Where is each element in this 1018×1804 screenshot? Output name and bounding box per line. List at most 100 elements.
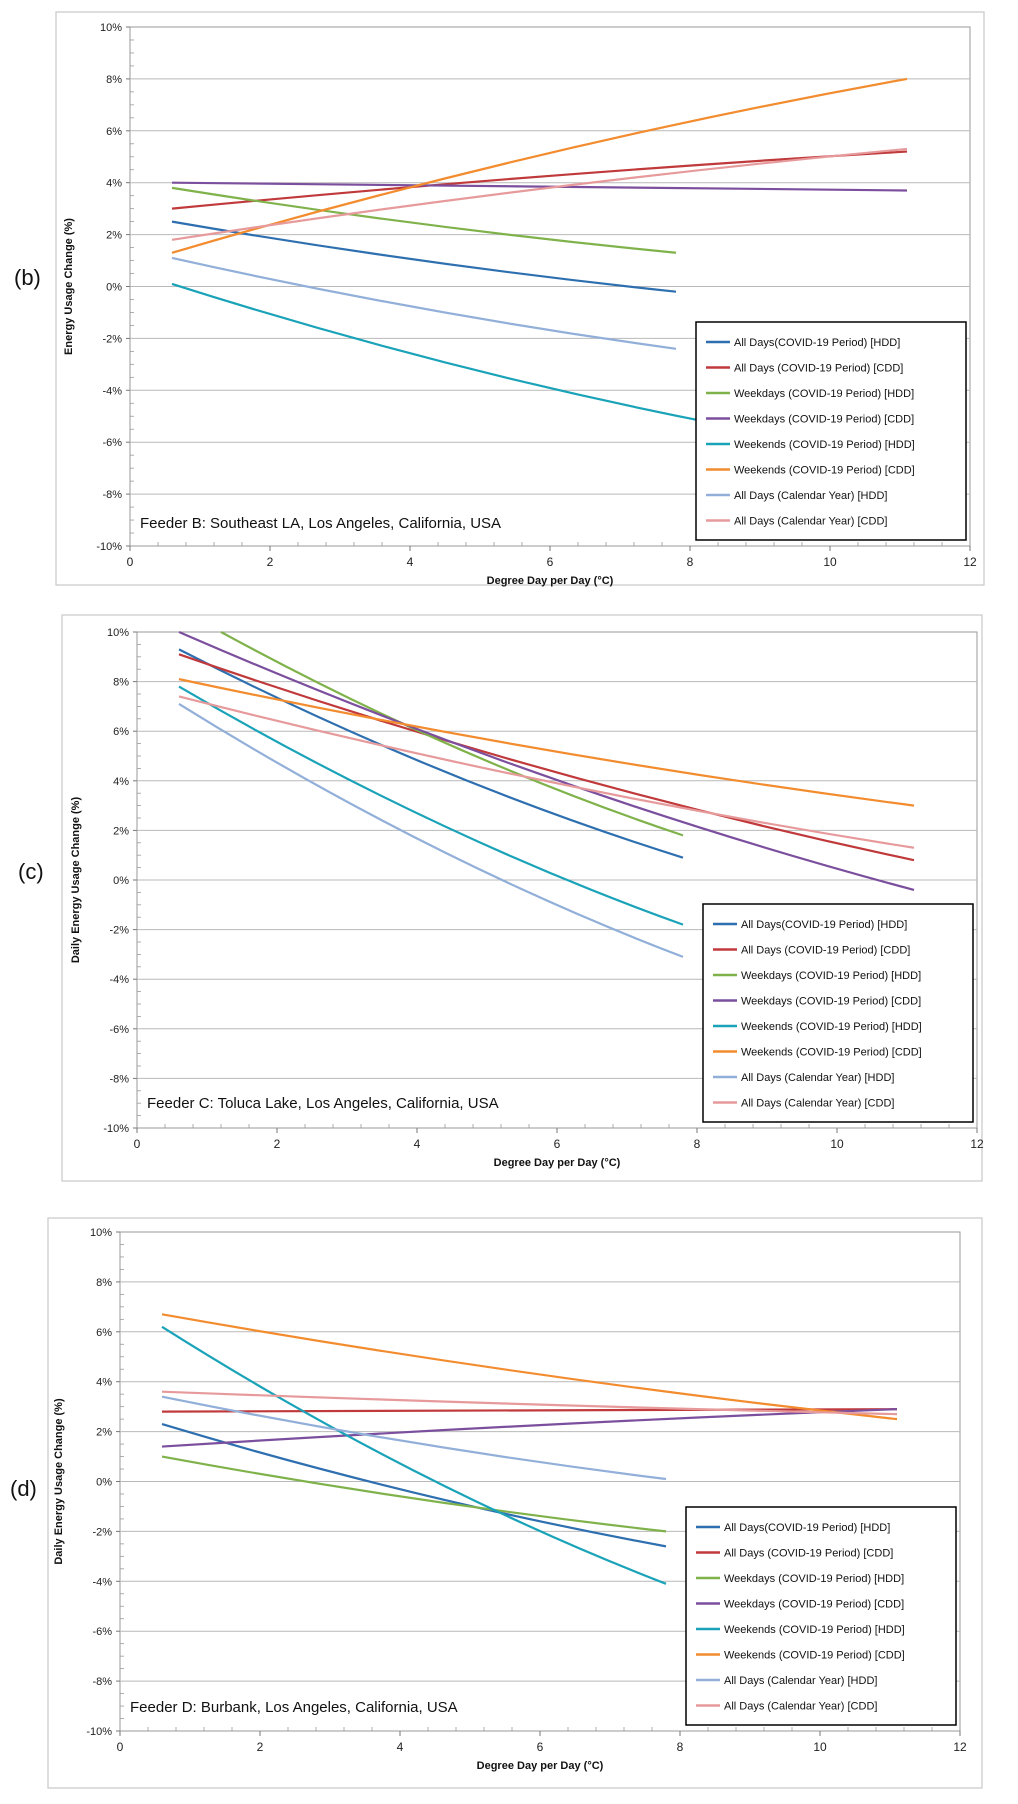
legend-entry: All Days (Calendar Year) [HDD] bbox=[741, 1072, 894, 1084]
y-tick-label: -10% bbox=[86, 1726, 112, 1738]
series-line-5 bbox=[171, 282, 719, 426]
x-axis-label: Degree Day per Day (°C) bbox=[487, 575, 614, 587]
x-tick-label: 12 bbox=[953, 1740, 967, 1754]
series-line-6 bbox=[178, 678, 915, 807]
series-line-4 bbox=[171, 181, 908, 192]
x-tick-label: 2 bbox=[267, 555, 274, 569]
y-tick-label: -4% bbox=[102, 385, 122, 397]
y-tick-label: 4% bbox=[96, 1377, 112, 1389]
panel-label: (b) bbox=[14, 265, 41, 290]
y-tick-label: 0% bbox=[106, 282, 122, 294]
legend-entry: Weekends (COVID-19 Period) [CDD] bbox=[734, 465, 915, 477]
location-annotation: Feeder B: Southeast LA, Los Angeles, Cal… bbox=[140, 515, 501, 532]
y-tick-label: -8% bbox=[102, 489, 122, 501]
y-tick-label: 2% bbox=[113, 825, 129, 837]
series-line-8 bbox=[171, 147, 908, 241]
y-tick-label: 10% bbox=[107, 627, 129, 639]
series-line-6 bbox=[161, 1313, 898, 1421]
series-line-6 bbox=[171, 77, 908, 254]
legend-entry: All Days (COVID-19 Period) [CDD] bbox=[724, 1548, 893, 1560]
location-annotation: Feeder D: Burbank, Los Angeles, Californ… bbox=[130, 1699, 458, 1716]
y-tick-label: 8% bbox=[106, 74, 122, 86]
x-tick-label: 4 bbox=[407, 555, 414, 569]
legend-entry: Weekdays (COVID-19 Period) [CDD] bbox=[724, 1599, 904, 1611]
x-tick-label: 4 bbox=[397, 1740, 404, 1754]
legend-entry: All Days (Calendar Year) [CDD] bbox=[741, 1098, 894, 1110]
y-tick-label: -8% bbox=[92, 1676, 112, 1688]
y-axis-label: Energy Usage Change (%) bbox=[63, 218, 75, 355]
legend-entry: All Days (Calendar Year) [HDD] bbox=[734, 490, 887, 502]
series-line-3 bbox=[220, 631, 684, 837]
x-tick-label: 8 bbox=[677, 1740, 684, 1754]
legend-entry: All Days(COVID-19 Period) [HDD] bbox=[724, 1522, 890, 1534]
x-tick-label: 2 bbox=[257, 1740, 264, 1754]
y-tick-label: 8% bbox=[96, 1277, 112, 1289]
legend-entry: All Days (Calendar Year) [HDD] bbox=[724, 1675, 877, 1687]
x-tick-label: 8 bbox=[694, 1137, 701, 1151]
y-tick-label: 4% bbox=[113, 776, 129, 788]
legend-entry: Weekdays (COVID-19 Period) [HDD] bbox=[734, 388, 914, 400]
location-annotation: Feeder C: Toluca Lake, Los Angeles, Cali… bbox=[147, 1095, 499, 1112]
y-tick-label: 10% bbox=[90, 1227, 112, 1239]
legend-entry: Weekdays (COVID-19 Period) [HDD] bbox=[724, 1573, 904, 1585]
legend-box bbox=[695, 321, 967, 541]
y-axis-label: Daily Energy Usage Change (%) bbox=[70, 797, 82, 964]
legend-entry: All Days (Calendar Year) [CDD] bbox=[724, 1701, 877, 1713]
panel-label: (c) bbox=[18, 859, 44, 884]
y-tick-label: -2% bbox=[102, 333, 122, 345]
x-tick-label: 10 bbox=[813, 1740, 827, 1754]
x-tick-label: 0 bbox=[134, 1137, 141, 1151]
legend-box bbox=[685, 1506, 957, 1726]
x-tick-label: 12 bbox=[970, 1137, 984, 1151]
y-tick-label: -6% bbox=[102, 437, 122, 449]
panel-label: (d) bbox=[10, 1476, 37, 1501]
y-tick-label: 0% bbox=[113, 875, 129, 887]
series-line-8 bbox=[161, 1390, 898, 1416]
x-tick-label: 6 bbox=[537, 1740, 544, 1754]
legend-entry: Weekdays (COVID-19 Period) [CDD] bbox=[734, 414, 914, 426]
y-tick-label: -6% bbox=[92, 1626, 112, 1638]
y-tick-label: -2% bbox=[109, 925, 129, 937]
legend-entry: Weekends (COVID-19 Period) [HDD] bbox=[741, 1021, 922, 1033]
y-tick-label: 6% bbox=[106, 126, 122, 138]
series-line-4 bbox=[178, 630, 915, 891]
y-tick-label: 6% bbox=[113, 726, 129, 738]
series-line-5 bbox=[178, 685, 684, 926]
legend-entry: All Days(COVID-19 Period) [HDD] bbox=[741, 919, 907, 931]
legend-entry: Weekends (COVID-19 Period) [CDD] bbox=[741, 1047, 922, 1059]
series-line-4 bbox=[161, 1408, 898, 1448]
series-line-2 bbox=[171, 150, 908, 210]
series-line-5 bbox=[161, 1325, 667, 1585]
legend-entry: Weekends (COVID-19 Period) [HDD] bbox=[724, 1624, 905, 1636]
y-tick-label: -8% bbox=[109, 1073, 129, 1085]
x-tick-label: 0 bbox=[117, 1740, 124, 1754]
legend-box bbox=[702, 903, 974, 1123]
x-tick-label: 12 bbox=[963, 555, 977, 569]
y-axis-label: Daily Energy Usage Change (%) bbox=[53, 1398, 65, 1565]
x-axis-label: Degree Day per Day (°C) bbox=[494, 1157, 621, 1169]
y-tick-label: 0% bbox=[96, 1477, 112, 1489]
x-tick-label: 6 bbox=[547, 555, 554, 569]
legend-entry: All Days (COVID-19 Period) [CDD] bbox=[734, 363, 903, 375]
series-line-3 bbox=[161, 1455, 667, 1533]
series-line-1 bbox=[178, 648, 684, 859]
legend-entry: Weekends (COVID-19 Period) [HDD] bbox=[734, 439, 915, 451]
series-line-2 bbox=[161, 1408, 898, 1413]
legend-entry: Weekdays (COVID-19 Period) [CDD] bbox=[741, 996, 921, 1008]
y-tick-label: 8% bbox=[113, 677, 129, 689]
x-tick-label: 10 bbox=[823, 555, 837, 569]
legend-entry: All Days(COVID-19 Period) [HDD] bbox=[734, 337, 900, 349]
y-tick-label: 2% bbox=[96, 1427, 112, 1439]
series-line-8 bbox=[178, 695, 915, 849]
x-axis-label: Degree Day per Day (°C) bbox=[477, 1760, 604, 1772]
series-line-7 bbox=[178, 702, 684, 958]
series-line-7 bbox=[171, 256, 677, 350]
y-tick-label: 4% bbox=[106, 178, 122, 190]
x-tick-label: 0 bbox=[127, 555, 134, 569]
chart-panel-3: (d) 10% 8% 6% 4% 2% 0% -2% -4% -6% -8% -10% 0 2 4 6 8 10 1… bbox=[10, 1217, 983, 1789]
x-tick-label: 10 bbox=[830, 1137, 844, 1151]
series-line-1 bbox=[161, 1423, 667, 1548]
legend-entry: All Days (Calendar Year) [CDD] bbox=[734, 516, 887, 528]
x-tick-label: 2 bbox=[274, 1137, 281, 1151]
legend-entry: All Days (COVID-19 Period) [CDD] bbox=[741, 945, 910, 957]
